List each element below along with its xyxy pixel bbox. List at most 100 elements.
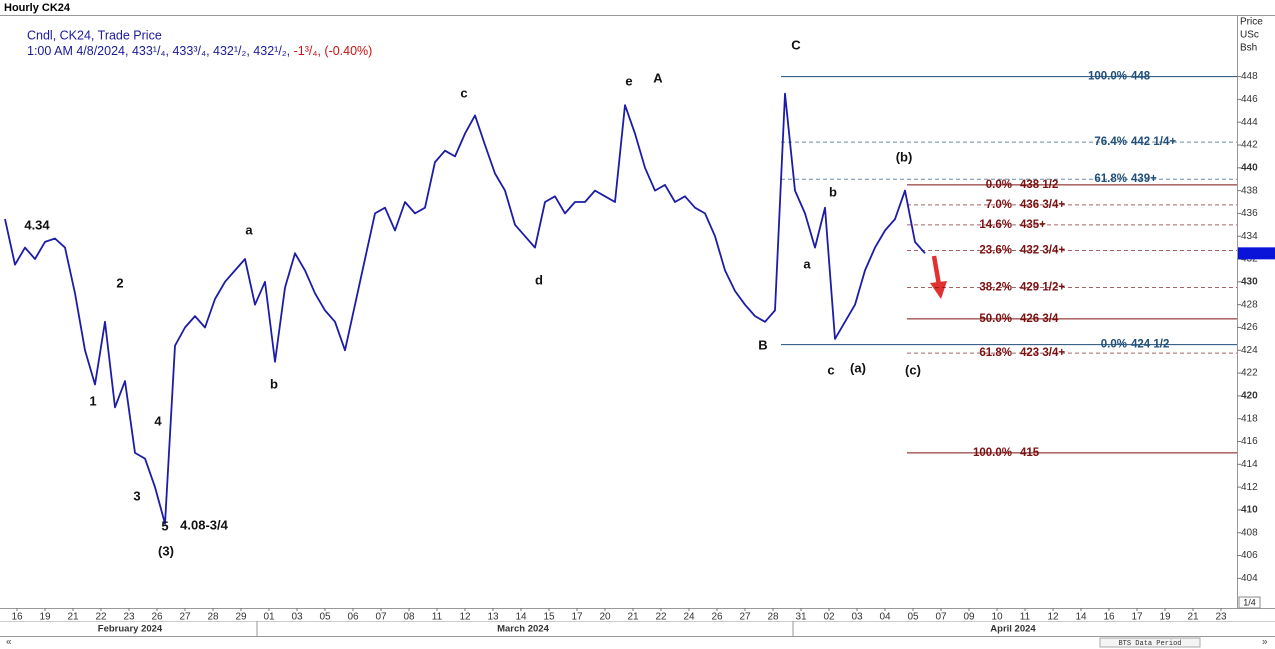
x-tick-label: 24 xyxy=(683,612,695,623)
scroll-left[interactable]: « xyxy=(6,637,12,648)
x-tick-label: 03 xyxy=(851,612,863,623)
fib-percent: 14.6% xyxy=(979,219,1012,231)
x-tick-label: 10 xyxy=(991,612,1003,623)
y-tick-label: 434 xyxy=(1241,231,1258,242)
fib-percent: 61.8% xyxy=(979,347,1012,359)
month-label: April 2024 xyxy=(990,624,1036,635)
price-line xyxy=(4,92,926,525)
x-tick-label: 14 xyxy=(515,612,527,623)
footer-box xyxy=(1099,637,1201,648)
fib-percent: 76.4% xyxy=(1094,136,1127,148)
axis-title: Bsh xyxy=(1240,43,1257,54)
y-tick-label: 440 xyxy=(1241,162,1258,173)
x-tick-label: 07 xyxy=(375,612,387,623)
x-tick-label: 16 xyxy=(1103,612,1115,623)
x-tick-label: 03 xyxy=(291,612,303,623)
x-tick-label: 21 xyxy=(1187,612,1199,623)
fib-price: 439+ xyxy=(1131,173,1157,185)
x-tick-label: 19 xyxy=(1159,612,1171,623)
fib-percent: 50.0% xyxy=(979,313,1012,325)
x-tick-label: 06 xyxy=(347,612,359,623)
x-tick-label: 28 xyxy=(207,612,219,623)
y-tick-label: 414 xyxy=(1241,459,1258,470)
y-tick-label: 444 xyxy=(1241,117,1258,128)
fib-price: 438 1/2 xyxy=(1020,179,1058,191)
fib-percent: 100.0% xyxy=(1088,71,1127,83)
fib-price: 426 3/4 xyxy=(1020,313,1059,325)
wave-label: 4.08-3/4 xyxy=(180,517,228,532)
x-tick-label: 23 xyxy=(1215,612,1227,623)
wave-label: a xyxy=(803,256,811,271)
fib-percent: 38.2% xyxy=(979,282,1012,294)
footer: BTS Data Period xyxy=(1118,640,1181,648)
wave-label: (b) xyxy=(896,149,913,164)
arrow-head xyxy=(930,281,947,299)
y-tick-label: 420 xyxy=(1241,391,1258,402)
x-tick-label: 07 xyxy=(935,612,947,623)
wave-label: (c) xyxy=(905,362,921,377)
y-tick-label: 410 xyxy=(1241,505,1258,516)
wave-label: a xyxy=(245,222,253,237)
legend-change: -1³/₄, (-0.40%) xyxy=(294,44,373,58)
x-tick-label: 26 xyxy=(711,612,723,623)
x-tick-label: 11 xyxy=(432,612,443,623)
legend-line: 1:00 AM 4/8/2024, 433¹/₄, 433³/₄, 432¹/₂… xyxy=(27,44,372,58)
fib-price: 435+ xyxy=(1020,219,1046,231)
wave-label: c xyxy=(827,362,834,377)
fib-percent: 23.6% xyxy=(979,245,1012,257)
x-tick-label: 22 xyxy=(95,612,107,623)
scale-label: 1/4 xyxy=(1243,597,1256,607)
y-tick-label: 418 xyxy=(1241,413,1258,424)
y-tick-label: 442 xyxy=(1241,140,1258,151)
wave-label: 4.34 xyxy=(24,217,50,232)
x-tick-label: 08 xyxy=(403,612,415,623)
x-tick-label: 12 xyxy=(1047,612,1059,623)
axis-title: USc xyxy=(1240,30,1259,41)
wave-label: 1 xyxy=(89,393,96,408)
y-tick-label: 422 xyxy=(1241,368,1258,379)
fib-price: 436 3/4+ xyxy=(1020,199,1065,211)
wave-label: (a) xyxy=(850,360,866,375)
wave-label: B xyxy=(758,337,767,352)
x-tick-label: 15 xyxy=(543,612,555,623)
fib-percent: 0.0% xyxy=(986,179,1012,191)
wave-label: b xyxy=(829,184,837,199)
wave-label: 5 xyxy=(161,518,168,533)
fib-price: 429 1/2+ xyxy=(1020,282,1065,294)
fib-percent: 0.0% xyxy=(1101,339,1127,351)
y-tick-label: 428 xyxy=(1241,299,1258,310)
x-tick-label: 27 xyxy=(739,612,751,623)
fib-percent: 100.0% xyxy=(973,447,1012,459)
wave-label: c xyxy=(460,85,467,100)
y-tick-label: 404 xyxy=(1241,573,1258,584)
wave-label: C xyxy=(791,37,801,52)
y-tick-label: 446 xyxy=(1241,94,1258,105)
x-tick-label: 01 xyxy=(263,612,275,623)
y-tick-label: 406 xyxy=(1241,550,1258,561)
x-tick-label: 12 xyxy=(459,612,471,623)
wave-label: d xyxy=(535,272,543,287)
x-tick-label: 16 xyxy=(11,612,23,623)
month-label: March 2024 xyxy=(497,624,549,635)
fib-price: 442 1/4+ xyxy=(1131,136,1176,148)
x-tick-label: 27 xyxy=(179,612,191,623)
y-tick-label: 412 xyxy=(1241,482,1258,493)
legend-values: 1:00 AM 4/8/2024, 433¹/₄, 433³/₄, 432¹/₂… xyxy=(27,44,290,58)
scale-box xyxy=(1238,596,1261,609)
fib-percent: 7.0% xyxy=(986,199,1012,211)
fib-price: 448 xyxy=(1131,71,1151,83)
legend-line: Cndl, CK24, Trade Price xyxy=(27,28,162,42)
x-tick-label: 22 xyxy=(655,612,667,623)
x-tick-label: 31 xyxy=(795,612,807,623)
y-tick-label: 408 xyxy=(1241,527,1258,538)
x-tick-label: 17 xyxy=(571,612,583,623)
wave-label: 3 xyxy=(133,488,140,503)
scroll-right[interactable]: » xyxy=(1262,637,1268,648)
fib-price: 423 3/4+ xyxy=(1020,347,1065,359)
x-tick-label: 13 xyxy=(487,612,499,623)
axis-title: Price xyxy=(1240,17,1263,28)
x-tick-label: 20 xyxy=(599,612,611,623)
fib-percent: 61.8% xyxy=(1094,173,1127,185)
wave-label: e xyxy=(625,73,632,88)
